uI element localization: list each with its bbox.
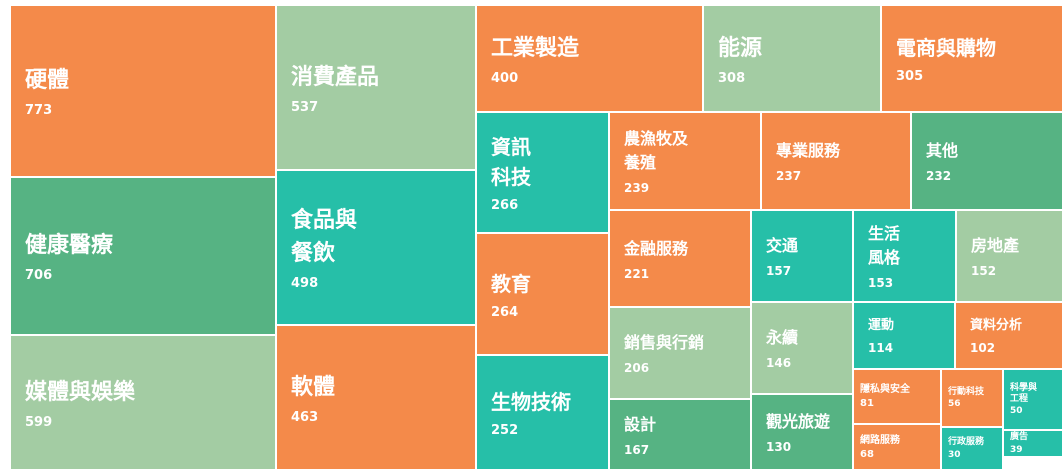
cell-label: 設計	[624, 414, 657, 434]
treemap-cell: 資料分析 102	[955, 302, 1063, 369]
cell-value: 152	[971, 264, 997, 278]
treemap-cell: 房地產 152	[956, 210, 1063, 302]
cell-value: 167	[624, 442, 650, 457]
treemap-cell: 網路服務 68	[853, 424, 941, 470]
cell-value: 305	[896, 69, 924, 84]
cell-label: 隱私與安全	[860, 384, 910, 395]
cell-label: 工業製造	[491, 35, 580, 61]
cell-value: 130	[766, 440, 792, 454]
treemap-cell: 媒體與娛樂 599	[10, 335, 276, 470]
cell-label: 金融服務	[624, 238, 689, 258]
cell-value: 68	[860, 448, 874, 460]
cell-label: 專業服務	[776, 141, 841, 160]
cell-label: 健康醫療	[25, 233, 114, 258]
treemap-cell: 電商與購物 305	[881, 5, 1063, 112]
cell-label: 其他	[926, 141, 959, 160]
cell-value: 252	[491, 423, 519, 438]
cell-value: 237	[776, 169, 802, 183]
cell-label: 房地產	[971, 236, 1020, 255]
treemap-cell: 健康醫療 706	[10, 177, 276, 335]
cell-value: 706	[25, 268, 53, 283]
treemap-cell: 資訊科技 266	[476, 112, 609, 233]
cell-value: 102	[970, 341, 996, 356]
cell-label: 軟體	[291, 374, 336, 400]
treemap-cell: 生活風格 153	[853, 210, 956, 302]
cell-label: 電商與購物	[896, 36, 996, 60]
treemap-cell: 行政服務 30	[941, 427, 1003, 470]
cell-label: 廣告	[1010, 432, 1029, 443]
cell-label: 運動	[868, 317, 895, 333]
cell-value: 537	[291, 99, 319, 115]
treemap-cell: 廣告 39	[1003, 430, 1063, 457]
cell-value: 599	[25, 414, 53, 430]
treemap-cell: 生物技術 252	[476, 355, 609, 470]
cell-label: 永續	[766, 328, 799, 347]
treemap-cell: 交通 157	[751, 210, 853, 302]
cell-label: 生活風格	[868, 224, 901, 267]
cell-label: 教育	[491, 271, 531, 296]
treemap-cell: 硬體 773	[10, 5, 276, 177]
cell-label: 硬體	[25, 68, 70, 93]
cell-value: 221	[624, 266, 650, 281]
cell-value: 153	[868, 276, 894, 290]
treemap-cell: 觀光旅遊 130	[751, 394, 853, 470]
cell-value: 463	[291, 409, 319, 425]
cell-label: 行政服務	[948, 437, 985, 448]
treemap-cell: 隱私與安全 81	[853, 369, 941, 424]
treemap-cell: 其他 232	[911, 112, 1063, 210]
treemap-cell: 金融服務 221	[609, 210, 751, 307]
treemap-cell: 教育 264	[476, 233, 609, 355]
cell-value: 266	[491, 198, 519, 213]
cell-label: 交通	[766, 236, 799, 255]
treemap-cell: 行動科技 56	[941, 369, 1003, 427]
cell-label: 觀光旅遊	[766, 412, 831, 431]
treemap-cell: 永續 146	[751, 302, 853, 394]
cell-value: 264	[491, 304, 519, 320]
treemap-cell: 軟體 463	[276, 325, 476, 470]
treemap-cell: 工業製造 400	[476, 5, 703, 112]
treemap-cell: 科學與工程 50	[1003, 369, 1063, 430]
treemap-cell: 消費產品 537	[276, 5, 476, 170]
cell-label: 行動科技	[948, 386, 985, 397]
cell-value: 206	[624, 361, 650, 375]
cell-value: 50	[1010, 406, 1023, 417]
cell-value: 39	[1010, 444, 1023, 455]
cell-label: 能源	[718, 35, 763, 61]
cell-value: 30	[948, 449, 961, 460]
treemap-cell: 食品與餐飲 498	[276, 170, 476, 325]
cell-label: 資料分析	[970, 317, 1023, 333]
cell-value: 239	[624, 181, 650, 195]
cell-label: 媒體與娛樂	[25, 379, 136, 405]
cell-label: 銷售與行銷	[624, 333, 705, 352]
treemap-cell: 能源 308	[703, 5, 881, 112]
cell-value: 232	[926, 169, 952, 183]
cell-value: 81	[860, 398, 874, 409]
cell-value: 157	[766, 264, 792, 278]
cell-value: 146	[766, 356, 792, 370]
cell-label: 科學與工程	[1010, 382, 1038, 404]
treemap-cell: 農漁牧及養殖 239	[609, 112, 761, 210]
cell-label: 農漁牧及養殖	[624, 129, 689, 172]
cell-label: 食品與餐飲	[291, 208, 358, 266]
treemap-cell: 設計 167	[609, 399, 751, 470]
cell-label: 消費產品	[291, 64, 380, 90]
cell-value: 308	[718, 70, 746, 86]
cell-value: 400	[491, 70, 519, 86]
cell-label: 生物技術	[491, 390, 571, 414]
cell-value: 498	[291, 276, 319, 291]
cell-value: 56	[948, 399, 961, 410]
cell-label: 網路服務	[860, 434, 900, 446]
treemap-cell: 銷售與行銷 206	[609, 307, 751, 399]
cell-value: 773	[25, 103, 53, 118]
cell-label: 資訊科技	[491, 135, 531, 189]
treemap-cell: 專業服務 237	[761, 112, 911, 210]
cell-value: 114	[868, 341, 894, 356]
treemap-cell: 運動 114	[853, 302, 955, 369]
